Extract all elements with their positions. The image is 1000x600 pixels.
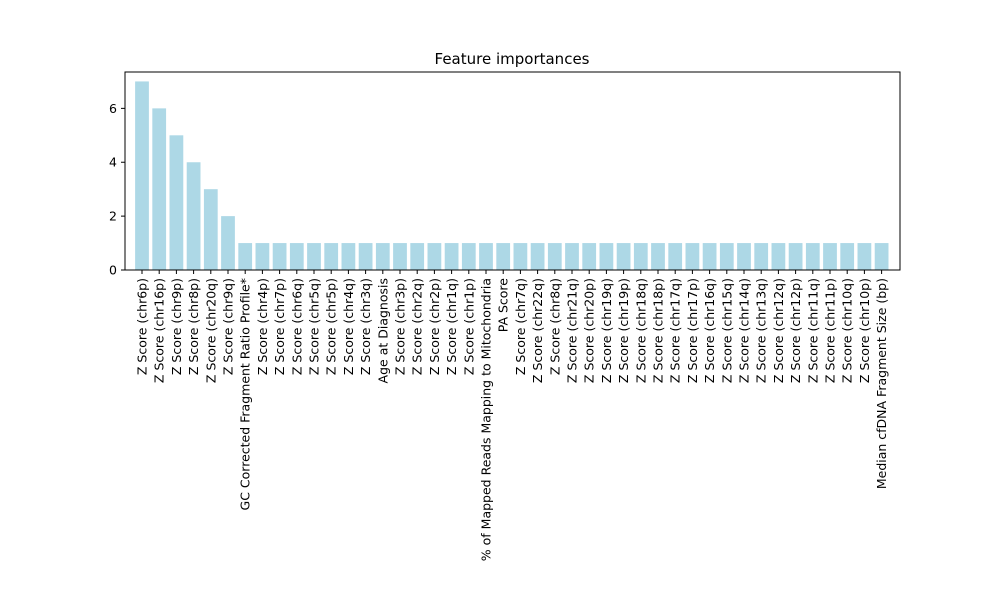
x-tick-label: Z Score (chr7p) — [272, 278, 287, 375]
bar — [513, 243, 528, 270]
bar — [479, 243, 493, 270]
bar — [393, 243, 407, 270]
bar — [685, 243, 700, 270]
bar — [410, 243, 425, 270]
bar — [651, 243, 665, 270]
bar — [238, 243, 253, 270]
bar — [565, 243, 579, 270]
x-tick-label: Z Score (chr17q) — [668, 278, 683, 383]
bar — [582, 243, 597, 270]
x-tick-label: Z Score (chr4q) — [341, 278, 356, 375]
x-tick-label: Z Score (chr11q) — [805, 278, 820, 383]
x-tick-label: Z Score (chr5q) — [307, 278, 322, 375]
x-tick-label: Median cfDNA Fragment Size (bp) — [874, 278, 889, 489]
bar — [221, 216, 235, 270]
x-tick-label: Z Score (chr1p) — [461, 278, 476, 375]
x-tick-label: Z Score (chr10q) — [840, 278, 855, 383]
bar — [341, 243, 356, 270]
x-tick-label: Z Score (chr22q) — [530, 278, 545, 383]
x-tick-label: Z Score (chr12q) — [771, 278, 786, 383]
y-tick-label: 4 — [109, 155, 117, 170]
x-tick-label: Z Score (chr6p) — [135, 278, 150, 375]
x-tick-label: Z Score (chr12p) — [788, 278, 803, 383]
x-tick-label: Z Score (chr5p) — [324, 278, 339, 375]
bar — [203, 189, 218, 270]
x-tick-label: Z Score (chr17p) — [685, 278, 700, 383]
bar — [186, 162, 201, 270]
bar — [599, 243, 614, 270]
x-tick-label: Z Score (chr9q) — [221, 278, 236, 375]
x-tick-label: Z Score (chr20p) — [582, 278, 597, 383]
x-tick-label: % of Mapped Reads Mapping to Mitochondri… — [479, 278, 494, 561]
x-tick-label: Z Score (chr15q) — [719, 278, 734, 383]
bar — [668, 243, 683, 270]
plot-area-frame — [124, 71, 901, 271]
x-tick-label: Z Score (chr21q) — [565, 278, 580, 383]
x-tick-label: Z Score (chr19q) — [599, 278, 614, 383]
bar — [358, 243, 373, 270]
x-tick-label: Z Score (chr16q) — [702, 278, 717, 383]
y-tick-label: 2 — [109, 209, 117, 224]
bar — [840, 243, 855, 270]
x-tick-label: PA Score — [496, 278, 511, 333]
bar — [324, 243, 339, 270]
x-tick-label: Z Score (chr16p) — [152, 278, 167, 383]
bar — [169, 135, 184, 270]
x-tick-label: Z Score (chr20q) — [203, 278, 218, 383]
x-tick-label: Z Score (chr18p) — [651, 278, 666, 383]
bar — [530, 243, 545, 270]
bar — [788, 243, 803, 270]
bar — [255, 243, 270, 270]
y-tick-label: 6 — [109, 101, 117, 116]
bar — [702, 243, 717, 270]
bar — [547, 243, 562, 270]
x-tick-label: Z Score (chr6q) — [289, 278, 304, 375]
bar — [771, 243, 786, 270]
bar — [496, 243, 511, 270]
x-tick-label: Z Score (chr7q) — [513, 278, 528, 375]
bar — [616, 243, 631, 270]
bar — [272, 243, 287, 270]
x-axis-ticks: Z Score (chr6p) Z Score (chr16p) Z Score (… — [135, 270, 889, 561]
x-tick-label: Z Score (chr19p) — [616, 278, 631, 383]
x-tick-label: Z Score (chr18q) — [633, 278, 648, 383]
bar — [307, 243, 321, 270]
bar — [427, 243, 442, 270]
bar — [135, 81, 149, 270]
bar — [152, 108, 167, 271]
bar — [754, 243, 769, 270]
x-tick-label: Z Score (chr13q) — [754, 278, 769, 383]
x-tick-label: Z Score (chr2p) — [427, 278, 442, 375]
bar — [444, 243, 459, 270]
bar — [874, 243, 889, 270]
y-tick-label: 0 — [109, 263, 117, 278]
x-tick-label: Z Score (chr11p) — [823, 278, 838, 383]
bar — [805, 243, 820, 270]
x-tick-label: Z Score (chr14q) — [737, 278, 752, 383]
bar — [857, 243, 872, 270]
chart-title: Feature importances — [435, 50, 590, 68]
bar — [737, 243, 751, 270]
bar — [719, 243, 734, 270]
x-tick-label: Z Score (chr2q) — [410, 278, 425, 375]
x-tick-label: Age at Diagnosis — [375, 278, 390, 383]
bar — [823, 243, 837, 270]
x-tick-label: GC Corrected Fragment Ratio Profile* — [238, 278, 253, 510]
x-tick-label: Z Score (chr3p) — [393, 278, 408, 375]
bar — [461, 243, 476, 270]
y-axis-ticks: 0 2 4 6 — [109, 101, 125, 278]
x-tick-label: Z Score (chr3q) — [358, 278, 373, 375]
x-tick-label: Z Score (chr8p) — [186, 278, 201, 375]
bars-group — [135, 81, 889, 271]
bar — [289, 243, 304, 270]
bar — [375, 243, 390, 270]
bar — [633, 243, 648, 270]
x-tick-label: Z Score (chr10p) — [857, 278, 872, 383]
x-tick-label: Z Score (chr1q) — [444, 278, 459, 375]
x-tick-label: Z Score (chr8q) — [547, 278, 562, 375]
x-tick-label: Z Score (chr4p) — [255, 278, 270, 375]
x-tick-label: Z Score (chr9p) — [169, 278, 184, 375]
